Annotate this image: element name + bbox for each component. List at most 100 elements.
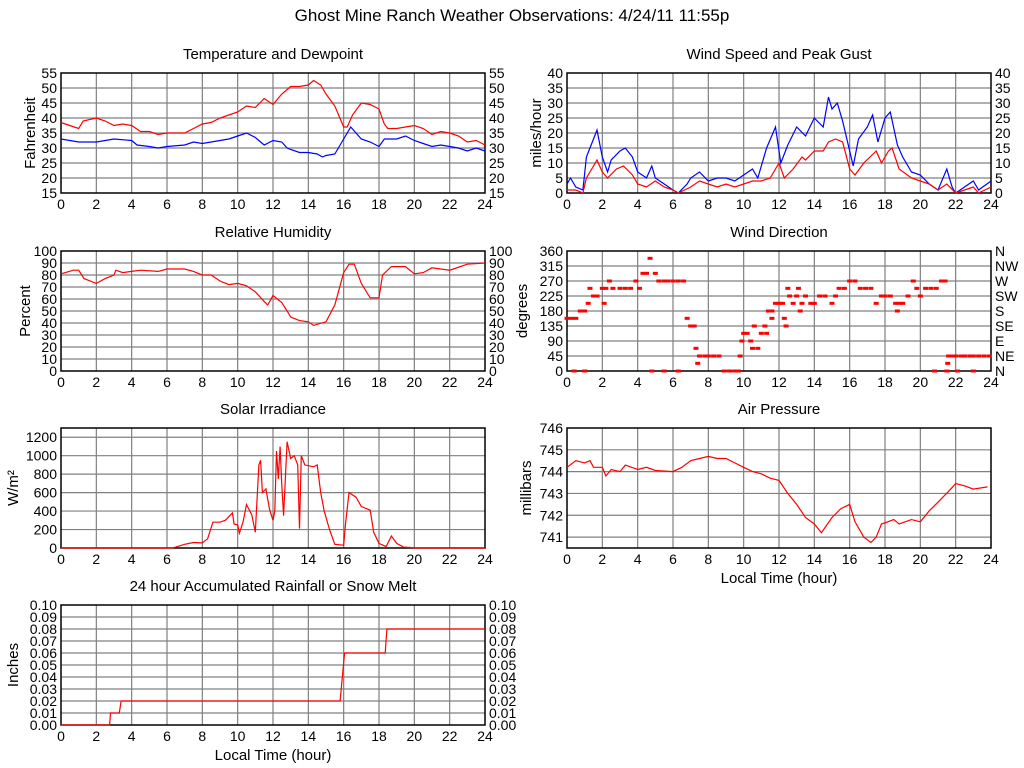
y-tick-label: 40 bbox=[41, 110, 57, 126]
right-tick-label: NE bbox=[995, 348, 1014, 364]
y-tick-label: 0.00 bbox=[30, 717, 57, 733]
y-tick-label: 25 bbox=[547, 110, 563, 126]
data-point bbox=[603, 286, 609, 290]
plot-frame bbox=[60, 604, 486, 726]
right-tick-label: 40 bbox=[995, 65, 1011, 81]
right-tick-label: N bbox=[995, 363, 1005, 379]
plot-frame bbox=[60, 427, 486, 549]
chart-title: 24 hour Accumulated Rainfall or Snow Mel… bbox=[130, 578, 418, 595]
data-point bbox=[882, 294, 888, 298]
data-point bbox=[808, 301, 814, 305]
y-tick-label: 40 bbox=[547, 65, 563, 81]
data-point bbox=[847, 279, 853, 283]
data-point bbox=[610, 286, 616, 290]
x-tick-label: 0 bbox=[57, 374, 65, 390]
data-point bbox=[744, 331, 750, 335]
data-point bbox=[783, 324, 789, 328]
data-point bbox=[568, 316, 574, 320]
y-tick-label: 800 bbox=[34, 466, 58, 482]
right-tick-label: 0.07 bbox=[489, 633, 516, 649]
series-line-0 bbox=[566, 96, 992, 194]
right-tick-label: 0.00 bbox=[489, 717, 516, 733]
plot-frame bbox=[566, 72, 992, 194]
y-tick-label: 45 bbox=[547, 348, 563, 364]
data-point bbox=[751, 324, 757, 328]
y-tick-label: 1200 bbox=[26, 429, 57, 445]
x-tick-label: 22 bbox=[442, 374, 458, 390]
x-tick-label: 2 bbox=[92, 728, 100, 744]
x-tick-label: 2 bbox=[598, 374, 606, 390]
chart-title: Wind Speed and Peak Gust bbox=[686, 46, 872, 63]
y-tick-label: 745 bbox=[540, 442, 564, 458]
x-tick-label: 20 bbox=[913, 551, 929, 567]
data-point bbox=[817, 294, 823, 298]
data-point bbox=[967, 354, 973, 358]
x-tick-label: 16 bbox=[842, 196, 858, 212]
data-point bbox=[776, 301, 782, 305]
x-tick-label: 12 bbox=[265, 728, 281, 744]
data-point bbox=[986, 354, 992, 358]
data-point bbox=[577, 309, 583, 313]
y-tick-label: 742 bbox=[540, 507, 564, 523]
x-tick-label: 24 bbox=[477, 728, 493, 744]
y-tick-label: 0.04 bbox=[30, 669, 57, 685]
right-tick-label: 50 bbox=[489, 303, 505, 319]
series-line-0 bbox=[60, 262, 486, 327]
y-tick-label: 20 bbox=[41, 170, 57, 186]
y-axis-label: miles/hour bbox=[528, 98, 545, 167]
y-tick-label: 270 bbox=[540, 273, 564, 289]
data-point bbox=[863, 286, 869, 290]
y-tick-label: 0.07 bbox=[30, 633, 57, 649]
data-point bbox=[693, 346, 699, 350]
data-point bbox=[582, 309, 588, 313]
x-tick-label: 10 bbox=[736, 196, 752, 212]
plot-frame bbox=[60, 72, 486, 194]
x-tick-label: 16 bbox=[336, 374, 352, 390]
x-tick-label: 12 bbox=[771, 196, 787, 212]
right-tick-label: 25 bbox=[995, 110, 1011, 126]
y-tick-label: 400 bbox=[34, 503, 58, 519]
right-tick-label: 40 bbox=[489, 110, 505, 126]
data-point bbox=[970, 354, 976, 358]
y-tick-label: 90 bbox=[547, 333, 563, 349]
data-point bbox=[691, 324, 697, 328]
data-point bbox=[670, 279, 676, 283]
data-point bbox=[739, 339, 745, 343]
data-point bbox=[803, 294, 808, 298]
data-point bbox=[794, 294, 800, 298]
right-tick-label: 0.02 bbox=[489, 693, 516, 709]
x-tick-label: 24 bbox=[477, 196, 493, 212]
data-point bbox=[594, 294, 600, 298]
y-axis-label: W/m² bbox=[5, 470, 22, 506]
x-tick-label: 18 bbox=[877, 374, 893, 390]
y-tick-label: 40 bbox=[41, 315, 57, 331]
x-tick-label: 4 bbox=[128, 374, 136, 390]
right-tick-label: 0.03 bbox=[489, 681, 516, 697]
data-point bbox=[894, 309, 900, 313]
y-tick-label: 20 bbox=[41, 339, 57, 355]
data-point bbox=[780, 301, 786, 305]
y-tick-label: 35 bbox=[41, 125, 57, 141]
right-tick-label: 70 bbox=[489, 279, 505, 295]
data-point bbox=[721, 369, 727, 373]
data-point bbox=[811, 301, 817, 305]
y-tick-label: 600 bbox=[34, 485, 58, 501]
y-tick-label: 743 bbox=[540, 485, 564, 501]
y-tick-label: 50 bbox=[41, 303, 57, 319]
data-point bbox=[841, 286, 847, 290]
x-tick-label: 2 bbox=[92, 374, 100, 390]
right-tick-label: 50 bbox=[489, 80, 505, 96]
data-point bbox=[640, 271, 646, 275]
x-tick-label: 12 bbox=[771, 374, 787, 390]
data-point bbox=[857, 286, 863, 290]
right-tick-label: 35 bbox=[995, 80, 1011, 96]
y-tick-label: 60 bbox=[41, 291, 57, 307]
x-tick-label: 2 bbox=[92, 196, 100, 212]
y-tick-label: 0.06 bbox=[30, 645, 57, 661]
data-point bbox=[917, 294, 923, 298]
data-point bbox=[688, 324, 694, 328]
data-point bbox=[764, 331, 770, 335]
data-point bbox=[606, 279, 612, 283]
data-point bbox=[585, 301, 591, 305]
x-tick-label: 14 bbox=[807, 374, 823, 390]
